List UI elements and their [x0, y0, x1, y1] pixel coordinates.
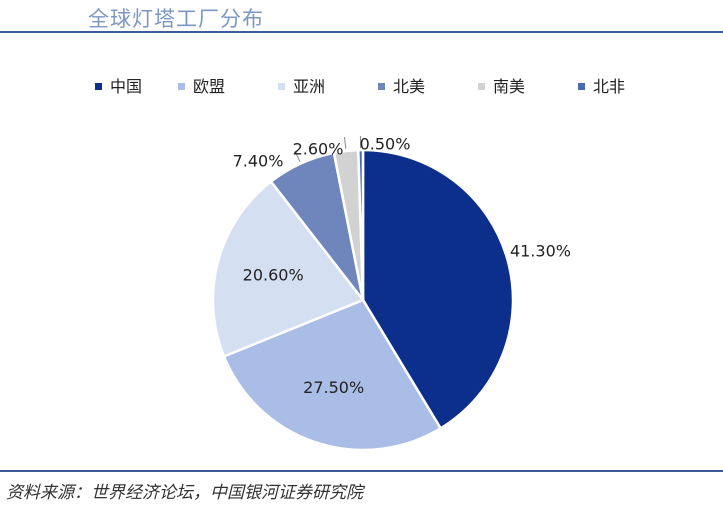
- legend-swatch-3: [378, 83, 385, 90]
- legend-swatch-5: [578, 83, 585, 90]
- data-label-5: 0.50%: [360, 135, 411, 154]
- leader-line-3: [294, 150, 301, 162]
- pie-slice-5: [356, 148, 365, 301]
- pie-slice-0: [361, 148, 515, 431]
- data-labels: 41.30% 27.50% 20.60% 7.40% 2.60% 0.50%: [233, 135, 571, 397]
- legend-swatch-0: [95, 83, 102, 90]
- data-label-3: 7.40%: [233, 152, 284, 171]
- data-label-4: 2.60%: [293, 140, 344, 159]
- chart-title: 全球灯塔工厂分布: [88, 7, 264, 31]
- legend-swatch-2: [278, 83, 285, 90]
- data-label-2: 20.60%: [243, 265, 304, 284]
- data-label-0: 41.30%: [510, 242, 571, 261]
- legend-swatch-1: [178, 83, 185, 90]
- pie-chart: 中国 欧盟 亚洲 北美 南美 北非 41.30% 27.50% 20.60% 7.40% 2.60…: [95, 77, 625, 452]
- pie-slices: [211, 148, 515, 452]
- pie-slice-1: [222, 298, 443, 452]
- legend-swatch-4: [478, 83, 485, 90]
- legend-label-4: 南美: [493, 77, 525, 96]
- top-divider: [0, 31, 723, 33]
- legend-label-0: 中国: [110, 77, 142, 96]
- bottom-divider: [0, 470, 723, 472]
- source-note: 资料来源：世界经济论坛，中国银河证券研究院: [6, 483, 363, 503]
- legend-label-3: 北美: [393, 77, 425, 96]
- legend-label-2: 亚洲: [293, 77, 325, 96]
- legend-label-1: 欧盟: [193, 77, 225, 96]
- legend-label-5: 北非: [593, 77, 625, 96]
- legend: 中国 欧盟 亚洲 北美 南美 北非: [95, 77, 625, 96]
- leader-lines: [294, 136, 362, 162]
- pie-slice-2: [211, 179, 366, 358]
- data-label-1: 27.50%: [303, 378, 364, 397]
- leader-line-4: [343, 136, 347, 150]
